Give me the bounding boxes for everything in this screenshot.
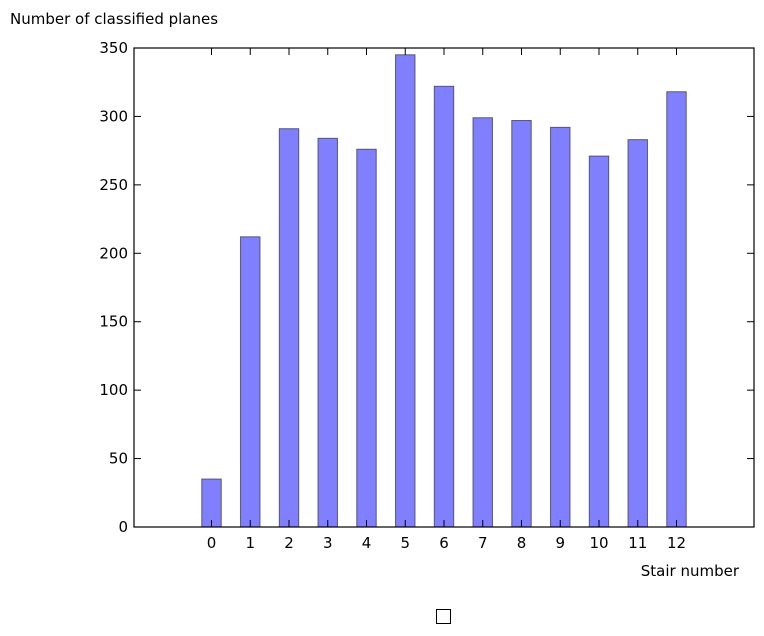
bar-stair-12	[666, 91, 687, 528]
bar-stair-7	[472, 117, 493, 528]
bar-stair-8	[511, 120, 532, 528]
y-axis-ticks: 0 50 100 150 200 250 300 350	[99, 39, 754, 536]
x-tick-label: 6	[439, 534, 449, 552]
bar-stair-1	[240, 236, 261, 528]
bar-stair-2	[278, 128, 300, 528]
y-tick-label: 0	[118, 518, 128, 536]
bar-stair-10	[588, 155, 610, 528]
x-tick-label: 4	[362, 534, 372, 552]
bars-group	[201, 54, 687, 528]
x-axis-ticks: 0 1 2 3 4 5 6 7 8 9 10 11 12	[207, 48, 686, 552]
y-tick-label: 50	[109, 450, 128, 468]
x-tick-label: 0	[207, 534, 217, 552]
y-tick-label: 150	[99, 313, 128, 331]
x-tick-label: 3	[323, 534, 333, 552]
x-tick-label: 2	[284, 534, 294, 552]
x-tick-label: 11	[628, 534, 647, 552]
bar-stair-0	[201, 478, 222, 528]
bar-stair-4	[356, 148, 377, 528]
legend-marker	[436, 609, 451, 624]
y-axis-label: Number of classified planes	[10, 10, 218, 28]
bar-stair-11	[627, 139, 648, 528]
x-axis-label: Stair number	[641, 562, 740, 580]
x-tick-label: 10	[589, 534, 608, 552]
x-tick-label: 7	[478, 534, 488, 552]
x-tick-label: 8	[517, 534, 527, 552]
x-tick-label: 9	[555, 534, 565, 552]
bar-stair-3	[317, 137, 338, 528]
plot-frame	[133, 47, 755, 528]
bar-stair-5	[395, 54, 416, 528]
y-tick-label: 200	[99, 244, 128, 262]
bar-stair-6	[433, 85, 455, 528]
bar-stair-9	[550, 126, 571, 528]
x-tick-label: 12	[667, 534, 686, 552]
x-tick-label: 5	[400, 534, 410, 552]
y-tick-label: 250	[99, 176, 128, 194]
y-tick-label: 100	[99, 381, 128, 399]
x-tick-label: 1	[245, 534, 255, 552]
y-tick-label: 350	[99, 39, 128, 57]
y-tick-label: 300	[99, 107, 128, 125]
